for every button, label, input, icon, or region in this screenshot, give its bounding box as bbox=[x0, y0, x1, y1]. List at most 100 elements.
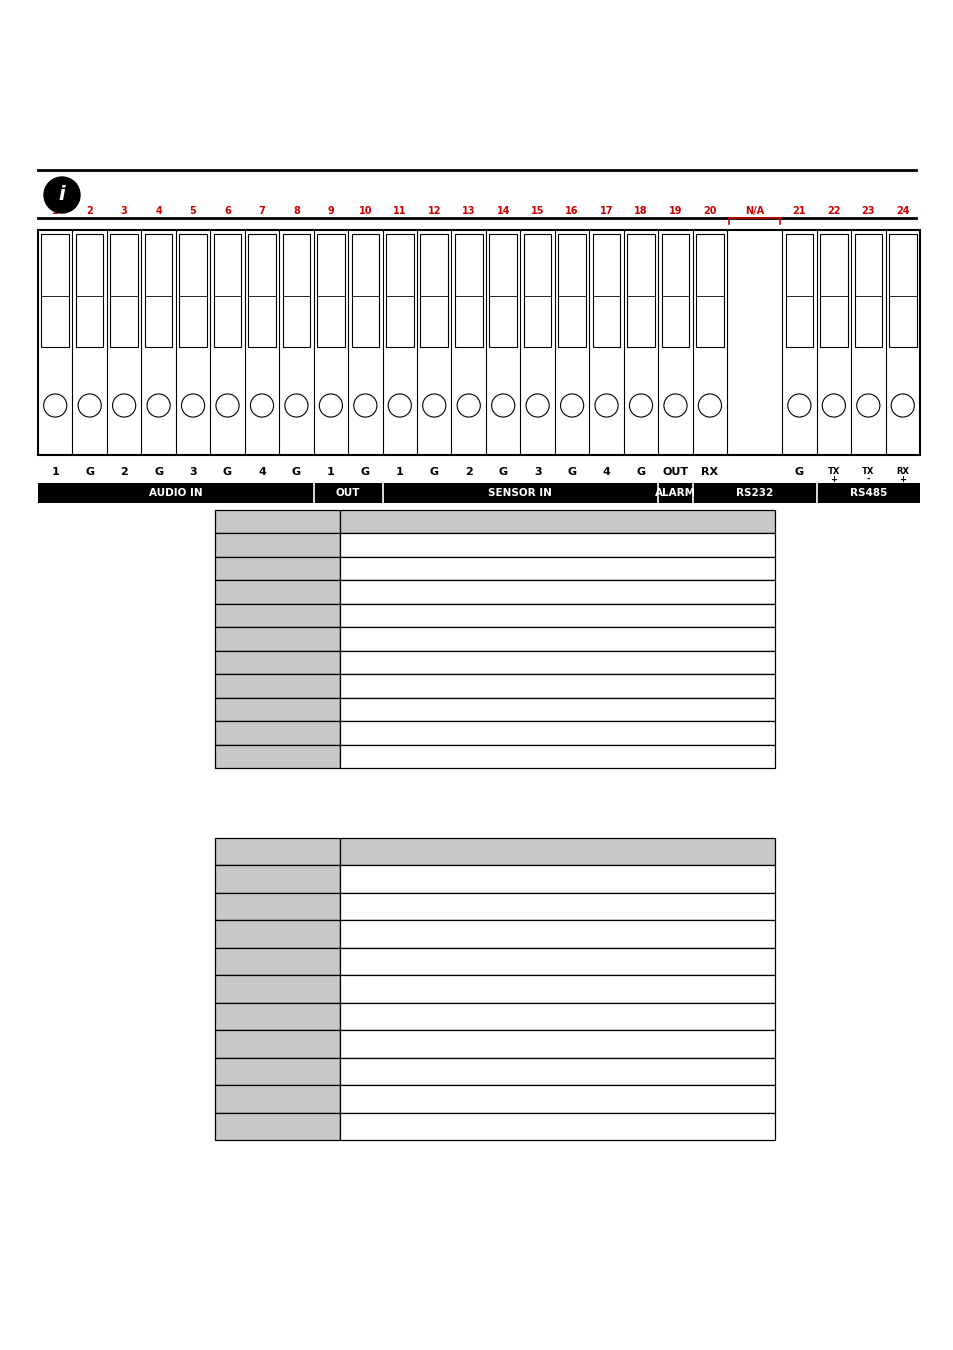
Bar bbox=[214, 948, 339, 975]
Text: 17: 17 bbox=[599, 207, 613, 216]
Text: 15: 15 bbox=[530, 207, 544, 216]
Bar bbox=[282, 234, 310, 347]
Text: 7: 7 bbox=[258, 207, 265, 216]
Text: OUT: OUT bbox=[335, 487, 360, 498]
Circle shape bbox=[354, 394, 376, 417]
Bar bbox=[820, 234, 847, 347]
Text: 12: 12 bbox=[427, 207, 440, 216]
Bar bbox=[888, 234, 916, 347]
Bar bbox=[213, 234, 241, 347]
Text: 1: 1 bbox=[51, 467, 59, 477]
Bar bbox=[214, 838, 339, 865]
Bar bbox=[558, 234, 585, 347]
Bar bbox=[339, 921, 774, 948]
Circle shape bbox=[388, 394, 411, 417]
Text: AUDIO IN: AUDIO IN bbox=[149, 487, 202, 498]
Bar bbox=[214, 921, 339, 948]
Bar bbox=[145, 234, 172, 347]
Text: 3: 3 bbox=[189, 467, 196, 477]
Circle shape bbox=[112, 394, 135, 417]
Bar bbox=[214, 628, 339, 651]
Text: ALARM: ALARM bbox=[655, 487, 696, 498]
Bar bbox=[339, 892, 774, 921]
Bar bbox=[352, 234, 378, 347]
Bar bbox=[76, 234, 103, 347]
Text: i: i bbox=[59, 185, 65, 204]
Circle shape bbox=[629, 394, 652, 417]
Bar bbox=[214, 1030, 339, 1057]
Text: RX
+: RX + bbox=[895, 467, 908, 483]
Text: 24: 24 bbox=[895, 207, 908, 216]
Circle shape bbox=[250, 394, 274, 417]
Text: 11: 11 bbox=[393, 207, 406, 216]
Text: RX: RX bbox=[700, 467, 718, 477]
Text: 1: 1 bbox=[327, 467, 335, 477]
Bar bbox=[339, 674, 774, 698]
Bar bbox=[420, 234, 448, 347]
Text: 23: 23 bbox=[861, 207, 874, 216]
Bar bbox=[214, 651, 339, 674]
Bar bbox=[626, 234, 654, 347]
Bar bbox=[339, 838, 774, 865]
Bar bbox=[382, 483, 658, 504]
Circle shape bbox=[285, 394, 308, 417]
Circle shape bbox=[787, 394, 810, 417]
Bar bbox=[214, 1057, 339, 1085]
Text: 19: 19 bbox=[668, 207, 681, 216]
Bar bbox=[592, 234, 619, 347]
Bar bbox=[339, 745, 774, 768]
Circle shape bbox=[560, 394, 583, 417]
Text: 9: 9 bbox=[327, 207, 334, 216]
Text: OUT: OUT bbox=[661, 467, 688, 477]
Text: 3: 3 bbox=[121, 207, 128, 216]
Text: 16: 16 bbox=[565, 207, 578, 216]
Circle shape bbox=[856, 394, 879, 417]
Circle shape bbox=[44, 177, 80, 213]
Text: N/A: N/A bbox=[744, 207, 763, 216]
Text: G: G bbox=[498, 467, 507, 477]
Bar bbox=[339, 510, 774, 533]
Text: G: G bbox=[85, 467, 94, 477]
Bar bbox=[339, 698, 774, 721]
Bar bbox=[339, 628, 774, 651]
Bar bbox=[339, 1112, 774, 1139]
Text: 10: 10 bbox=[358, 207, 372, 216]
Text: SENSOR IN: SENSOR IN bbox=[488, 487, 552, 498]
Text: 3: 3 bbox=[534, 467, 541, 477]
Bar bbox=[339, 558, 774, 580]
Circle shape bbox=[147, 394, 170, 417]
Text: TX
+: TX + bbox=[827, 467, 840, 483]
Bar bbox=[692, 483, 816, 504]
Bar bbox=[214, 674, 339, 698]
Bar bbox=[339, 1003, 774, 1030]
Bar bbox=[339, 580, 774, 603]
Circle shape bbox=[698, 394, 720, 417]
Bar bbox=[696, 234, 723, 347]
Bar bbox=[41, 234, 69, 347]
Bar bbox=[339, 651, 774, 674]
Bar bbox=[339, 975, 774, 1003]
Circle shape bbox=[44, 394, 67, 417]
Text: 2: 2 bbox=[120, 467, 128, 477]
Text: 1: 1 bbox=[51, 207, 58, 216]
Text: 18: 18 bbox=[634, 207, 647, 216]
Text: G: G bbox=[360, 467, 370, 477]
Text: 8: 8 bbox=[293, 207, 299, 216]
Bar bbox=[854, 234, 882, 347]
Text: G: G bbox=[292, 467, 301, 477]
Bar bbox=[214, 533, 339, 558]
Text: 21: 21 bbox=[792, 207, 805, 216]
Bar bbox=[339, 1057, 774, 1085]
Bar bbox=[214, 698, 339, 721]
Bar bbox=[339, 865, 774, 892]
Bar bbox=[214, 975, 339, 1003]
Text: RS485: RS485 bbox=[849, 487, 886, 498]
Circle shape bbox=[890, 394, 913, 417]
Text: G: G bbox=[153, 467, 163, 477]
Bar bbox=[214, 721, 339, 745]
Bar bbox=[214, 892, 339, 921]
Bar bbox=[455, 234, 482, 347]
Text: 5: 5 bbox=[190, 207, 196, 216]
Circle shape bbox=[595, 394, 618, 417]
Text: 4: 4 bbox=[257, 467, 266, 477]
